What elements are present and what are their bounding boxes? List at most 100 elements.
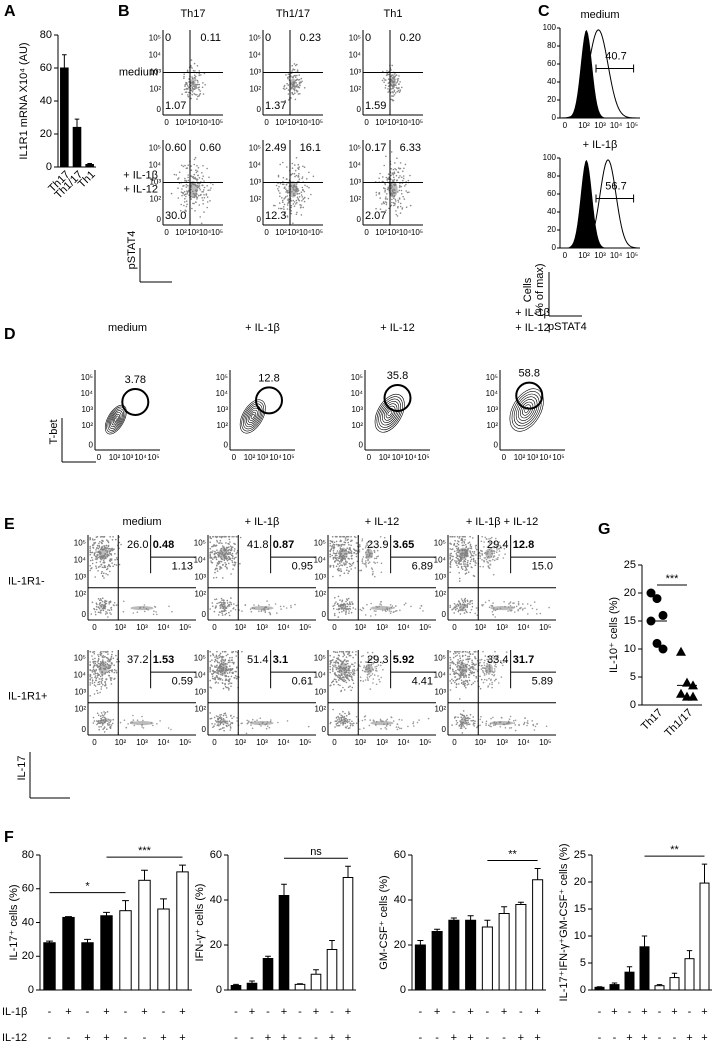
event-dot <box>355 555 358 558</box>
event-dot <box>468 723 471 725</box>
condition-sign: - <box>234 1006 238 1018</box>
event-dot <box>449 662 452 664</box>
event-dot <box>96 672 99 675</box>
condition-sign: - <box>298 1006 302 1018</box>
event-dot <box>471 602 474 605</box>
event-dot <box>110 607 112 609</box>
event-dot <box>533 729 536 731</box>
event-dot <box>195 169 197 171</box>
event-dot <box>355 553 358 555</box>
quadrant-value: 0 <box>165 32 171 44</box>
event-dot <box>183 194 186 196</box>
event-dot <box>209 608 211 610</box>
event-dot <box>394 92 397 94</box>
event-dot <box>98 683 101 686</box>
contour <box>250 414 255 419</box>
histogram-outline <box>560 159 641 249</box>
event-dot <box>457 540 459 542</box>
event-dot <box>220 713 222 716</box>
x-tick-label: 10³ <box>392 453 404 462</box>
event-dot <box>377 675 379 677</box>
event-dot <box>483 541 485 543</box>
event-dot <box>375 557 378 560</box>
event-dot <box>338 679 340 681</box>
density-core <box>130 606 154 611</box>
bar <box>498 913 510 991</box>
y-tick-label: 0 <box>46 161 52 173</box>
event-dot <box>458 580 461 582</box>
event-dot <box>335 668 338 671</box>
event-dot <box>141 715 143 718</box>
event-dot <box>294 74 297 77</box>
condition-sign: + <box>249 1006 255 1018</box>
event-dot <box>235 604 238 607</box>
event-dot <box>111 650 114 653</box>
event-dot <box>484 655 487 657</box>
event-dot <box>264 610 267 612</box>
event-dot <box>287 89 290 91</box>
event-dot <box>342 686 344 689</box>
event-dot <box>393 178 396 181</box>
contour <box>247 409 258 423</box>
event-dot <box>334 552 336 555</box>
event-dot <box>349 675 352 678</box>
y-tick-label: 10⁵ <box>194 539 206 548</box>
quadrant-value: 5.92 <box>393 654 414 666</box>
y-tick-label: 10⁵ <box>194 654 206 663</box>
event-dot <box>392 76 395 78</box>
gate <box>383 384 412 412</box>
event-dot <box>206 201 209 203</box>
event-dot <box>345 650 348 653</box>
event-dot <box>215 558 218 561</box>
event-dot <box>94 538 96 541</box>
event-dot <box>479 552 481 555</box>
event-dot <box>109 669 111 672</box>
event-dot <box>212 558 214 560</box>
event-dot <box>225 542 227 544</box>
event-dot <box>298 173 300 175</box>
event-dot <box>336 719 339 721</box>
event-dot <box>235 535 238 538</box>
event-dot <box>499 544 501 547</box>
density-core <box>388 181 398 198</box>
event-dot <box>390 174 392 177</box>
event-dot <box>100 682 103 684</box>
event-dot <box>104 661 107 663</box>
event-dot <box>109 558 112 560</box>
event-dot <box>297 176 300 178</box>
y-tick-label: 10⁵ <box>216 373 228 382</box>
event-dot <box>300 191 303 193</box>
x-tick-label: 10⁴ <box>199 228 212 237</box>
event-dot <box>232 650 235 653</box>
event-dot <box>228 553 230 556</box>
event-dot <box>470 556 472 558</box>
event-dot <box>308 171 310 174</box>
event-dot <box>347 660 350 662</box>
event-dot <box>473 551 476 553</box>
event-dot <box>349 603 351 605</box>
event-dot <box>473 725 476 727</box>
event-dot <box>492 573 495 576</box>
event-dot <box>193 62 196 65</box>
event-dot <box>400 189 403 192</box>
event-dot <box>483 664 486 667</box>
event-dot <box>492 654 494 657</box>
event-dot <box>110 558 113 560</box>
bar <box>684 958 695 991</box>
point <box>658 610 668 620</box>
event-dot <box>487 724 490 727</box>
event-dot <box>299 93 301 95</box>
event-dot <box>452 555 455 558</box>
event-dot <box>278 202 281 204</box>
event-dot <box>399 205 402 208</box>
event-dot <box>452 535 454 538</box>
event-dot <box>349 552 351 555</box>
event-dot <box>331 667 334 669</box>
condition-sign: + <box>84 1032 90 1044</box>
event-dot <box>479 675 481 678</box>
gate <box>515 381 544 410</box>
event-dot <box>102 540 104 542</box>
event-dot <box>479 565 482 568</box>
quadrant-value: 12.8 <box>513 539 534 551</box>
event-dot <box>339 562 341 564</box>
